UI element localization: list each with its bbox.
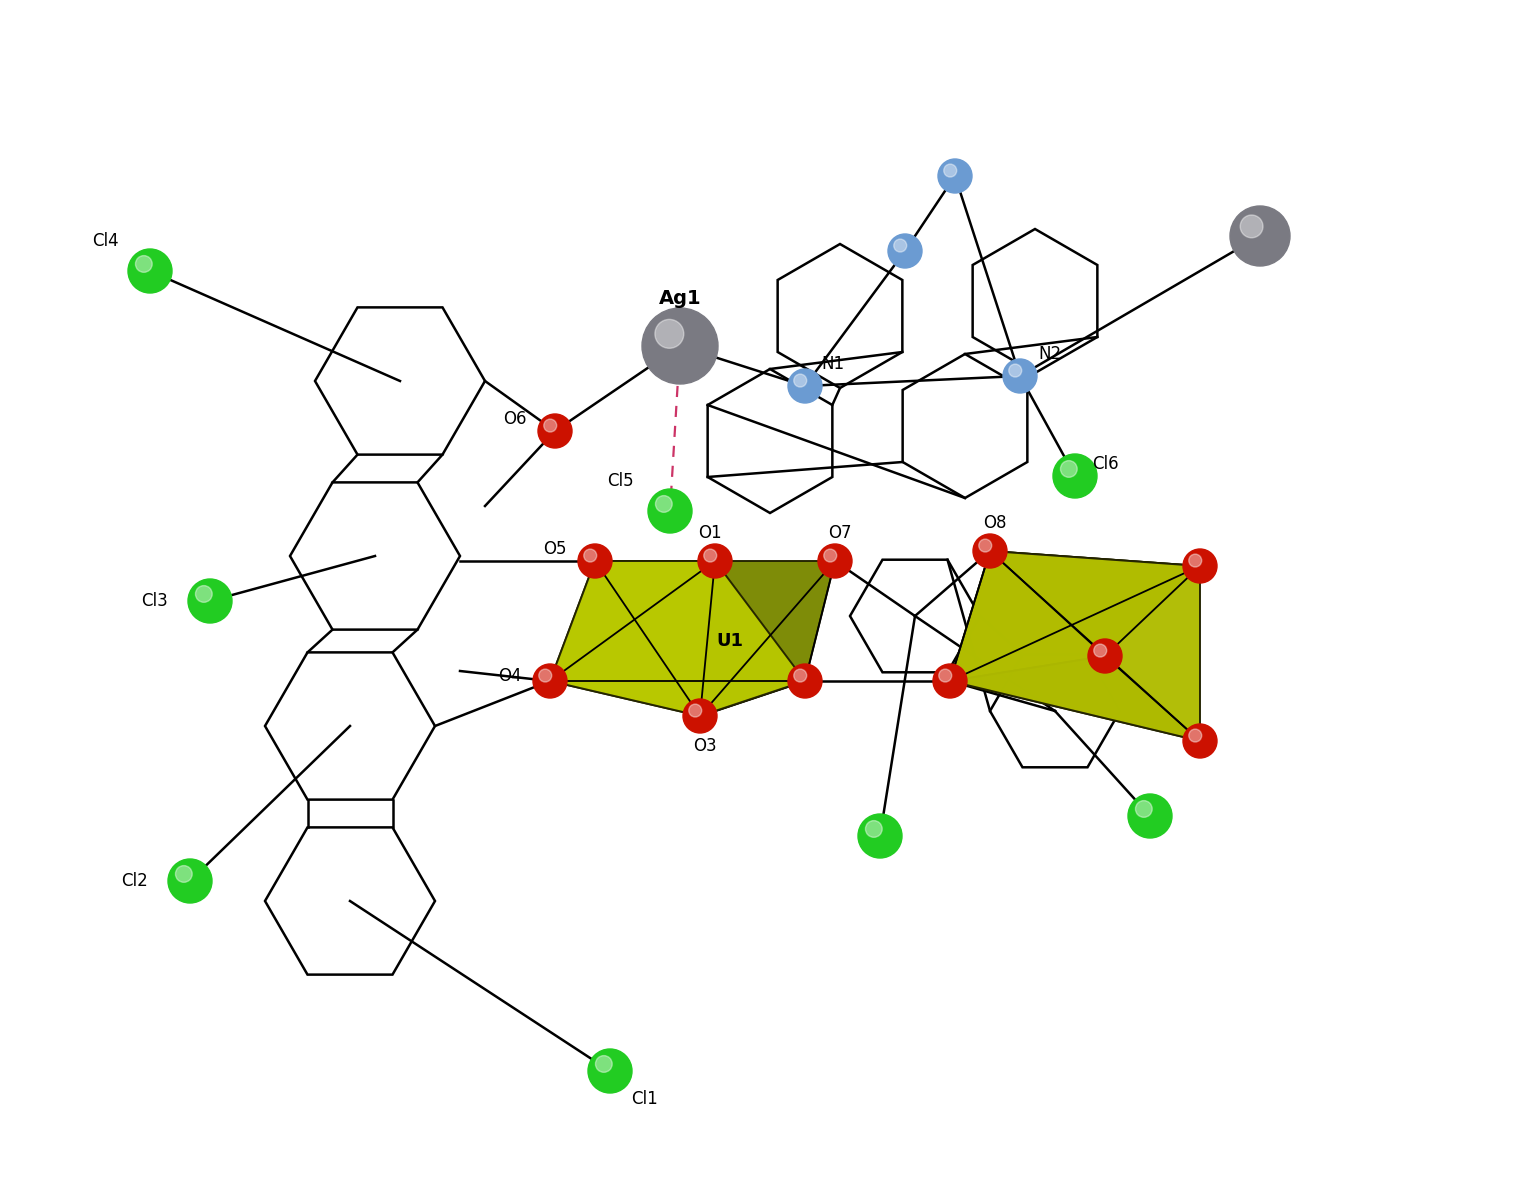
Text: O3: O3: [693, 737, 718, 755]
Text: U1: U1: [716, 632, 743, 650]
Circle shape: [1183, 549, 1217, 583]
Circle shape: [1088, 639, 1123, 673]
Polygon shape: [551, 561, 715, 716]
Circle shape: [655, 319, 684, 348]
Circle shape: [539, 670, 552, 681]
Circle shape: [793, 374, 807, 387]
Text: Ag1: Ag1: [658, 288, 701, 307]
Circle shape: [866, 821, 883, 837]
Circle shape: [1053, 454, 1097, 498]
Text: Cl5: Cl5: [607, 472, 633, 490]
Text: Cl1: Cl1: [631, 1090, 658, 1108]
Polygon shape: [950, 655, 1200, 740]
Circle shape: [944, 164, 957, 177]
Circle shape: [824, 549, 837, 562]
Circle shape: [589, 1049, 633, 1092]
Text: N2: N2: [1039, 345, 1062, 363]
Circle shape: [704, 549, 716, 562]
Circle shape: [648, 489, 692, 533]
Circle shape: [1129, 794, 1173, 839]
Circle shape: [127, 249, 171, 293]
Circle shape: [539, 415, 572, 448]
Circle shape: [933, 664, 966, 698]
Text: O8: O8: [983, 514, 1007, 531]
Circle shape: [642, 308, 718, 384]
Circle shape: [793, 670, 807, 681]
Text: O4: O4: [498, 667, 522, 685]
Text: Cl4: Cl4: [91, 231, 118, 250]
Circle shape: [1230, 205, 1289, 266]
Text: N1: N1: [821, 355, 845, 373]
Circle shape: [859, 814, 903, 859]
Circle shape: [655, 496, 672, 513]
Text: O7: O7: [828, 524, 851, 542]
Polygon shape: [699, 561, 834, 716]
Circle shape: [698, 544, 733, 578]
Circle shape: [543, 419, 557, 432]
Circle shape: [787, 368, 822, 403]
Circle shape: [196, 586, 212, 602]
Polygon shape: [950, 552, 1200, 740]
Circle shape: [939, 670, 951, 681]
Circle shape: [1189, 554, 1201, 567]
Circle shape: [1241, 215, 1264, 237]
Text: O1: O1: [698, 524, 722, 542]
Circle shape: [532, 664, 567, 698]
Circle shape: [978, 539, 992, 552]
Circle shape: [596, 1056, 613, 1072]
Text: Cl6: Cl6: [1092, 455, 1118, 474]
Circle shape: [1136, 801, 1153, 817]
Circle shape: [1009, 364, 1022, 377]
Circle shape: [168, 859, 212, 903]
Circle shape: [887, 234, 922, 268]
Circle shape: [972, 534, 1007, 568]
Text: Cl3: Cl3: [141, 592, 168, 611]
Circle shape: [1003, 359, 1038, 393]
Circle shape: [135, 255, 152, 273]
Text: Cl2: Cl2: [121, 872, 149, 890]
Circle shape: [818, 544, 853, 578]
Circle shape: [1094, 644, 1107, 657]
Circle shape: [689, 704, 702, 717]
Text: O5: O5: [543, 540, 567, 557]
Circle shape: [894, 239, 907, 252]
Circle shape: [1183, 724, 1217, 758]
Circle shape: [787, 664, 822, 698]
Polygon shape: [950, 552, 1200, 681]
Polygon shape: [991, 552, 1200, 655]
Circle shape: [578, 544, 611, 578]
Circle shape: [938, 159, 972, 193]
Circle shape: [584, 549, 596, 562]
Text: O6: O6: [504, 410, 526, 428]
Circle shape: [1060, 461, 1077, 477]
Circle shape: [683, 699, 718, 733]
Circle shape: [176, 866, 193, 882]
Circle shape: [188, 579, 232, 624]
Circle shape: [1189, 729, 1201, 742]
Polygon shape: [551, 561, 806, 716]
